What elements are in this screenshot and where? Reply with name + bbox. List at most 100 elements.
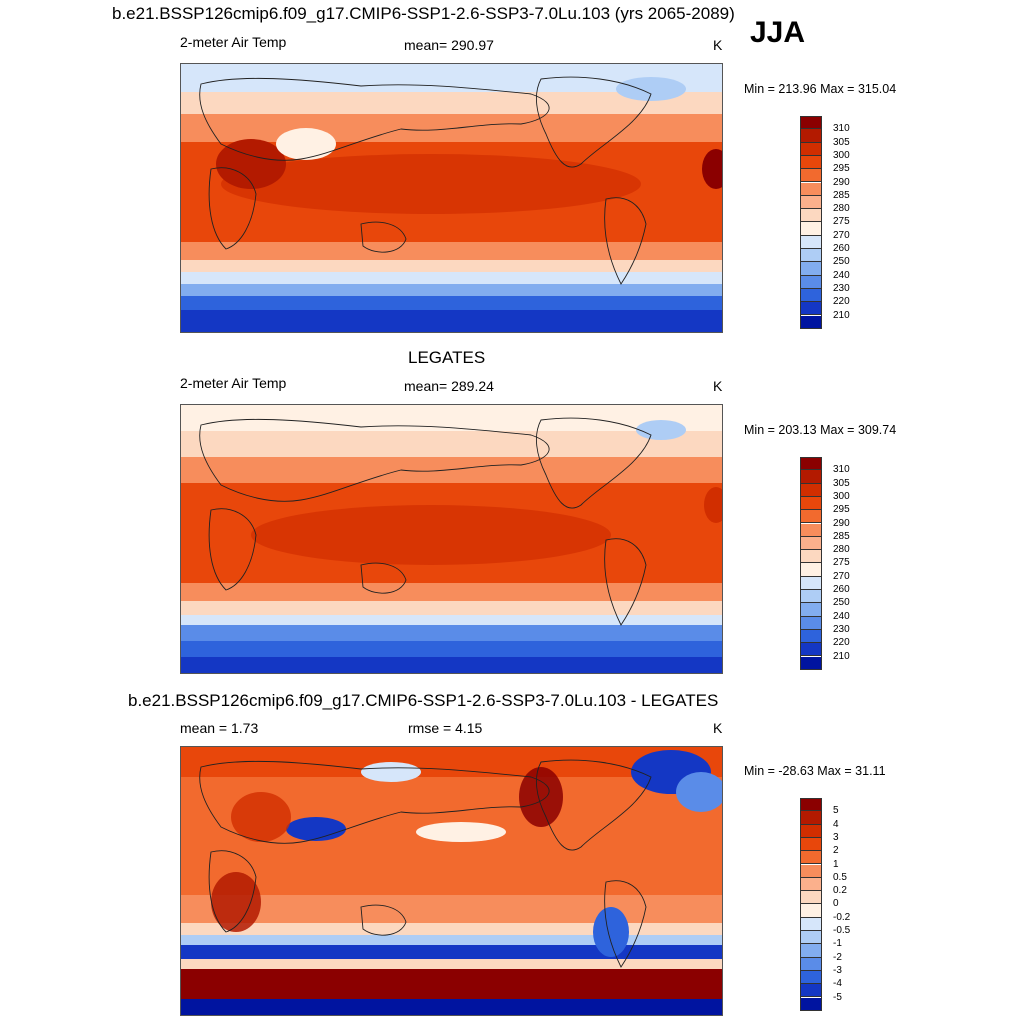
colorbar-swatch xyxy=(800,864,822,878)
panel2-colorbar: 310 305 300 295 290 285 280 275 270 260 250 240 230 2… xyxy=(800,457,850,670)
colorbar-label: 295 xyxy=(833,163,850,175)
colorbar-swatch xyxy=(800,275,822,289)
panel2-minmax: Min = 203.13 Max = 309.74 xyxy=(744,423,897,437)
colorbar-label: 270 xyxy=(833,570,850,582)
colorbar-label: -0.5 xyxy=(833,925,851,936)
colorbar-label: 240 xyxy=(833,610,850,622)
panel2-map-field xyxy=(181,405,722,673)
colorbar-label: 300 xyxy=(833,149,850,161)
colorbar-label: 280 xyxy=(833,203,850,215)
panel3-mean-label: mean = 1.73 xyxy=(180,720,259,736)
colorbar-swatch xyxy=(800,182,822,196)
colorbar-label: 230 xyxy=(833,282,850,294)
colorbar-swatch xyxy=(800,195,822,210)
colorbar-label: 250 xyxy=(833,597,850,609)
colorbar-swatch xyxy=(800,470,822,484)
colorbar-swatch xyxy=(800,970,822,985)
colorbar-label: 275 xyxy=(833,216,850,228)
colorbar-label: 210 xyxy=(833,650,850,662)
colorbar-swatch xyxy=(800,851,822,865)
colorbar-label: 3 xyxy=(833,831,839,843)
colorbar-label: -1 xyxy=(833,938,842,950)
panel3-colorbar: 5 4 3 2 1 0.5 0.2 0 -0.2 -0.5 -1 -2 -3 -4 -5 xyxy=(800,798,850,1011)
colorbar-swatch xyxy=(800,262,822,276)
colorbar-swatch xyxy=(800,957,822,971)
colorbar-label: 275 xyxy=(833,557,850,569)
colorbar-label: -4 xyxy=(833,978,842,990)
colorbar-label: 290 xyxy=(833,176,850,188)
colorbar-swatch xyxy=(800,877,822,892)
colorbar-swatch xyxy=(800,302,822,316)
panel1-mean-label: mean= 290.97 xyxy=(404,37,494,53)
panel3-title: b.e21.BSSP126cmip6.f09_g17.CMIP6-SSP1-2.… xyxy=(128,691,719,710)
colorbar-label: 210 xyxy=(833,309,850,321)
colorbar-swatch xyxy=(800,142,822,156)
panel2-variable-label: 2-meter Air Temp xyxy=(180,375,287,391)
colorbar-swatch xyxy=(800,457,822,471)
colorbar-label: 240 xyxy=(833,269,850,281)
colorbar-label: 290 xyxy=(833,517,850,529)
panel3-minmax: Min = -28.63 Max = 31.11 xyxy=(744,764,886,778)
colorbar-label: 285 xyxy=(833,189,850,201)
colorbar-label: 4 xyxy=(833,818,839,830)
colorbar-swatch xyxy=(800,931,822,945)
colorbar-swatch xyxy=(800,643,822,657)
panel2-units: K xyxy=(713,378,723,394)
colorbar-label: -2 xyxy=(833,951,842,963)
colorbar-label: 270 xyxy=(833,229,850,241)
colorbar-swatch xyxy=(800,116,822,130)
colorbar-label: -5 xyxy=(833,991,842,1003)
colorbar-label: 310 xyxy=(833,123,850,135)
colorbar-swatch xyxy=(800,169,822,183)
colorbar-swatch xyxy=(800,824,822,838)
colorbar-swatch xyxy=(800,510,822,524)
colorbar-swatch xyxy=(800,235,822,249)
colorbar-label: 2 xyxy=(833,845,839,857)
colorbar-label: 310 xyxy=(833,464,850,476)
panel1-map-field xyxy=(181,64,722,332)
colorbar-swatch xyxy=(800,811,822,825)
panel3-map xyxy=(180,746,723,1016)
colorbar-swatch xyxy=(800,891,822,905)
panel1-minmax: Min = 213.96 Max = 315.04 xyxy=(744,82,897,96)
colorbar-swatch xyxy=(800,483,822,497)
colorbar-swatch xyxy=(800,155,822,170)
colorbar-swatch xyxy=(800,629,822,644)
panel2-title: LEGATES xyxy=(408,348,486,367)
colorbar-swatch xyxy=(800,523,822,537)
colorbar-label: 1 xyxy=(833,858,839,870)
colorbar-swatch xyxy=(800,837,822,852)
panel1-title: b.e21.BSSP126cmip6.f09_g17.CMIP6-SSP1-2.… xyxy=(112,4,735,23)
colorbar-label: 220 xyxy=(833,637,850,649)
season-label: JJA xyxy=(750,16,806,49)
colorbar-swatch xyxy=(800,249,822,263)
colorbar-swatch xyxy=(800,288,822,303)
colorbar-swatch xyxy=(800,904,822,918)
colorbar-label: 0 xyxy=(833,898,839,910)
colorbar-swatch xyxy=(800,576,822,590)
colorbar-swatch xyxy=(800,944,822,958)
colorbar-swatch xyxy=(800,997,822,1011)
panel2-mean-label: mean= 289.24 xyxy=(404,378,494,394)
colorbar-swatch xyxy=(800,496,822,511)
colorbar-swatch xyxy=(800,550,822,564)
colorbar-label: 250 xyxy=(833,256,850,268)
colorbar-swatch xyxy=(800,563,822,577)
panel3-units: K xyxy=(713,720,723,736)
colorbar-label: 305 xyxy=(833,136,850,148)
colorbar-label: 0.2 xyxy=(833,885,847,897)
panel3-map-field xyxy=(181,747,722,1015)
colorbar-label: 230 xyxy=(833,623,850,635)
panel3-rmse-label: rmse = 4.15 xyxy=(408,720,483,736)
colorbar-label: 260 xyxy=(833,584,850,595)
colorbar-label: 300 xyxy=(833,490,850,502)
panel1-units: K xyxy=(713,37,723,53)
panel1-colorbar: 310 305 300 295 290 285 280 275 270 260 250 240 230 2… xyxy=(800,116,850,329)
panel1-map xyxy=(180,63,723,333)
colorbar-swatch xyxy=(800,798,822,812)
colorbar-label: -3 xyxy=(833,964,842,976)
colorbar-swatch xyxy=(800,616,822,630)
colorbar-label: 285 xyxy=(833,530,850,542)
colorbar-label: -0.2 xyxy=(833,911,851,923)
panel1-variable-label: 2-meter Air Temp xyxy=(180,34,287,50)
